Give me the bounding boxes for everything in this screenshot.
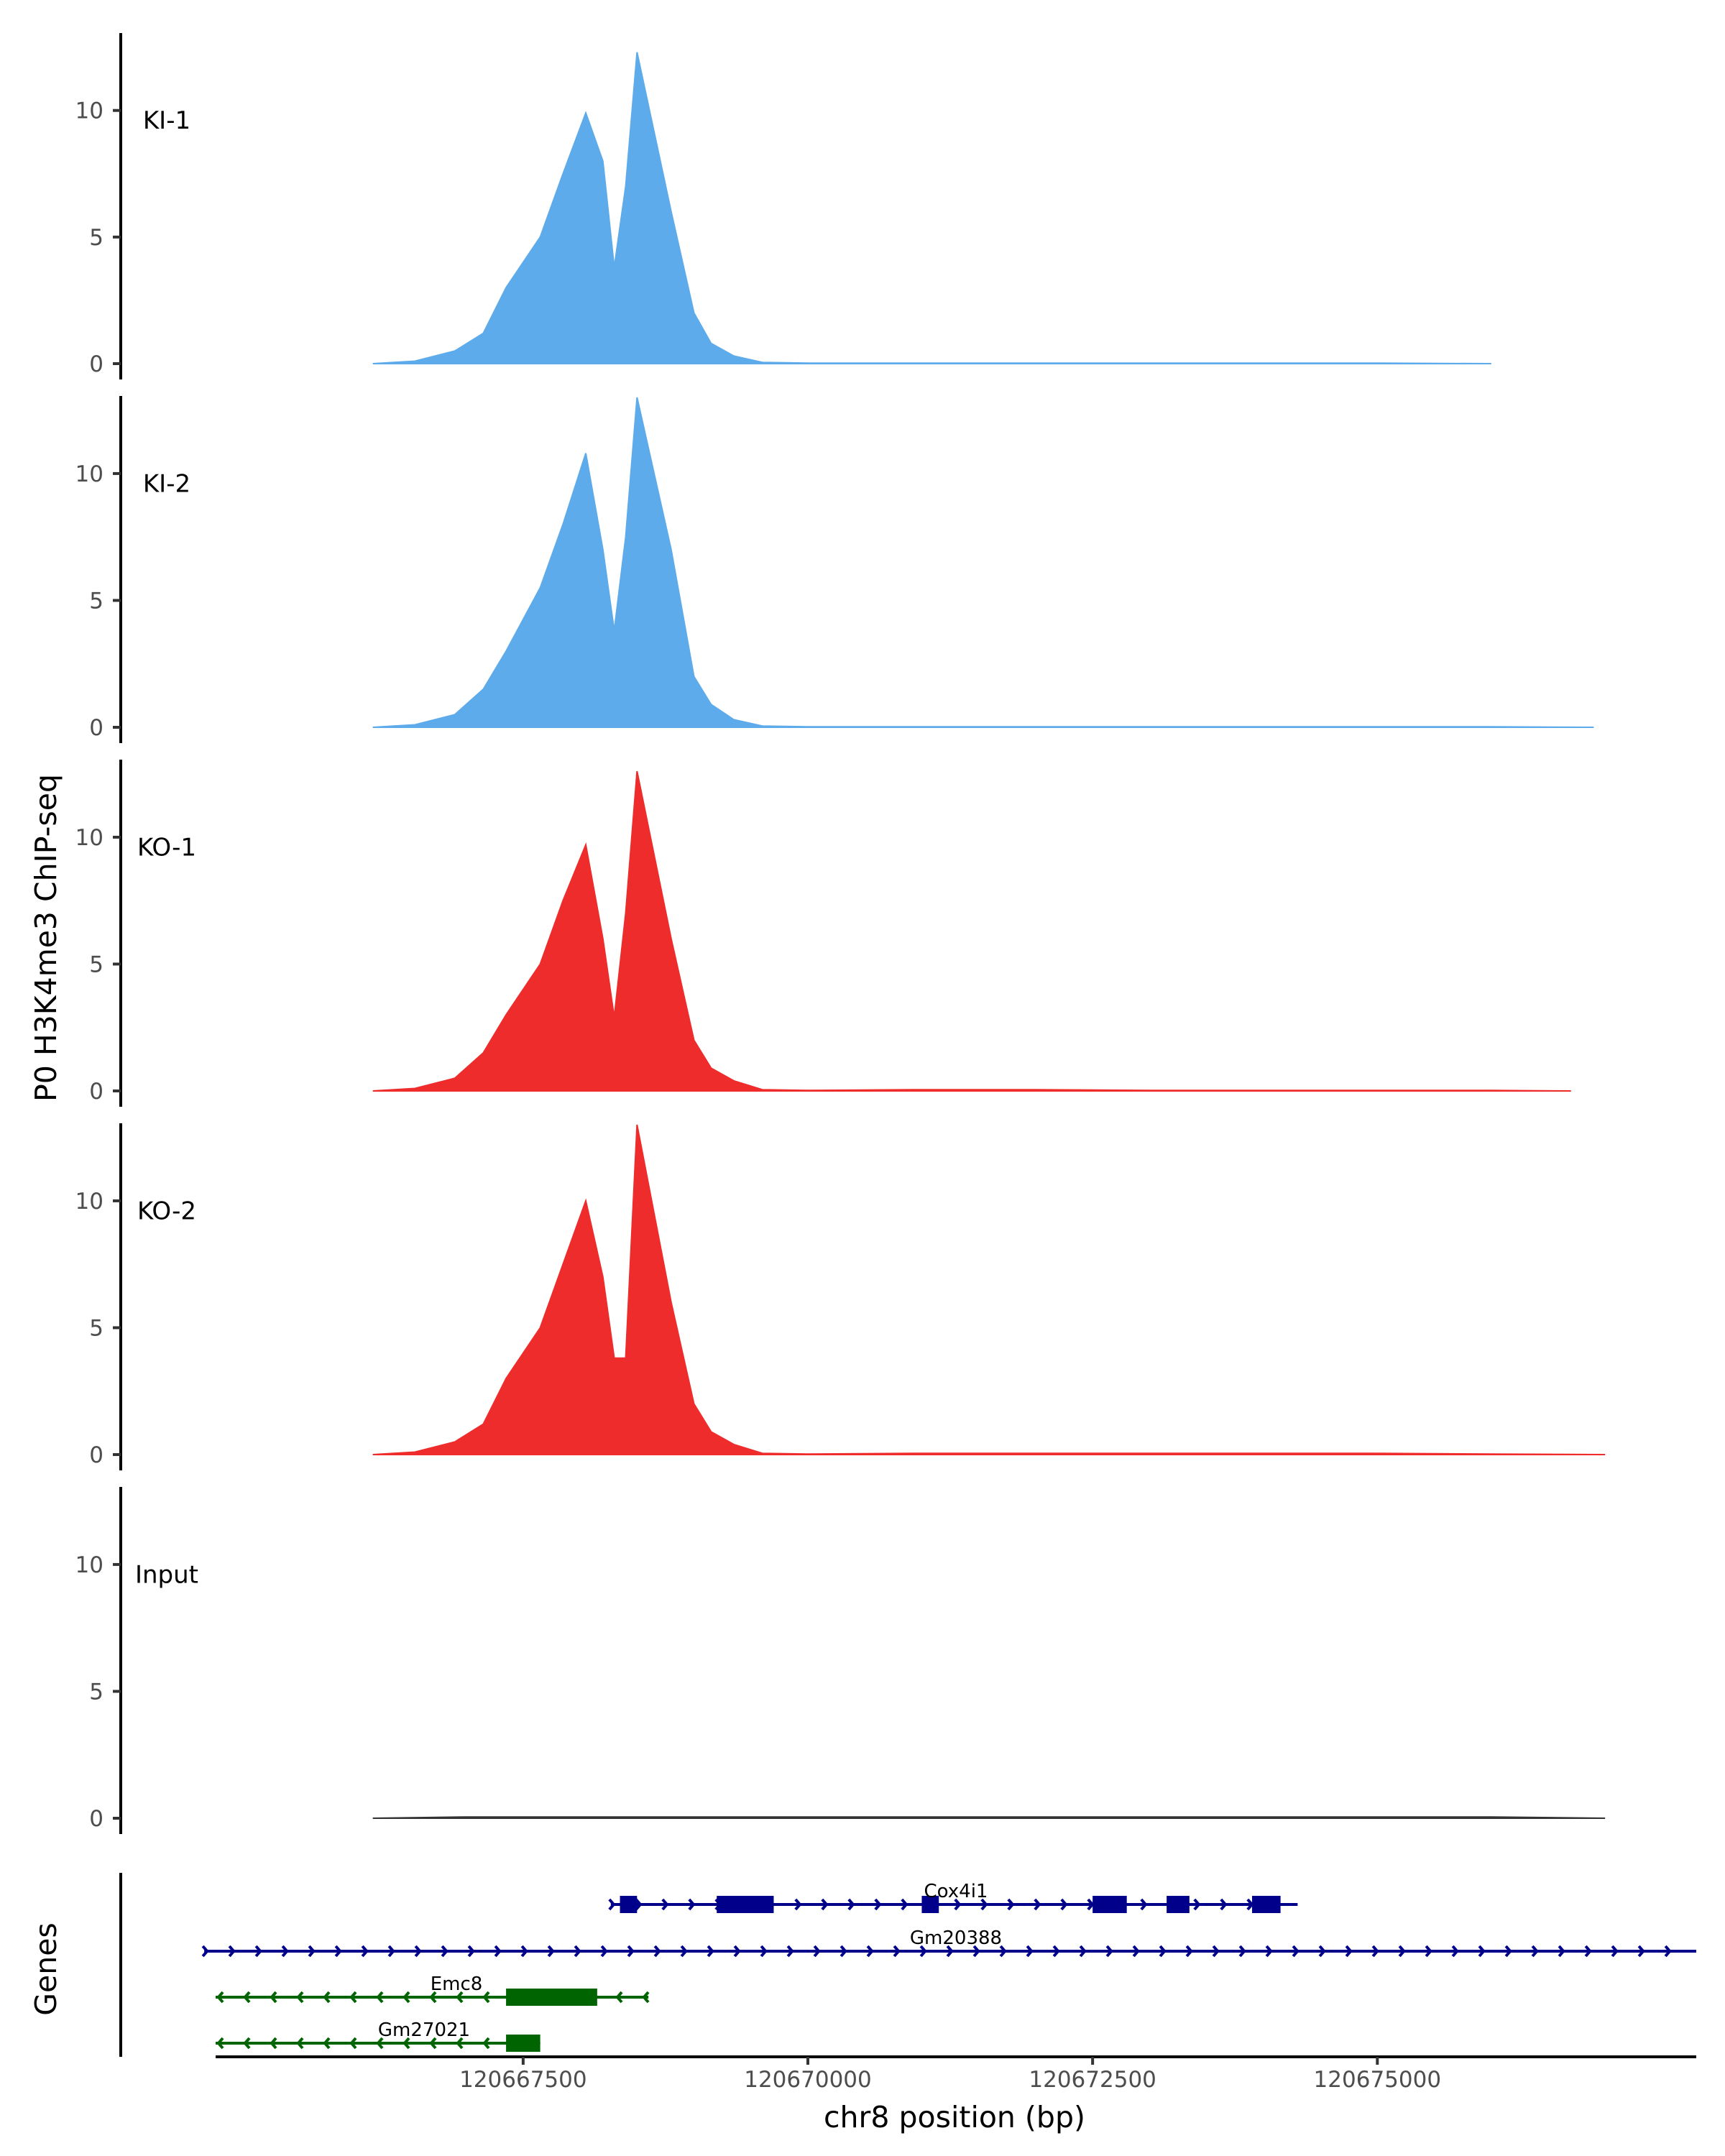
figure: 0 5 10 KI-1 0 5 10 KI-2 0 5 10 KO-1 0 5 10 KO-2 0 5 10 Inpu…: [0, 0, 1725, 2156]
track-input: 0 5 10 Input: [75, 1487, 1606, 1834]
y-tick-label: 0: [89, 715, 104, 741]
y-tick-label: 0: [89, 1079, 104, 1105]
track-ko-2: 0 5 10 KO-2: [75, 1123, 1606, 1470]
coverage-area-ki-2: [373, 397, 1594, 727]
y-axis-title: P0 H3K4me3 ChIP-seq: [29, 774, 63, 1102]
track-ko-1: 0 5 10 KO-1: [75, 760, 1571, 1107]
y-tick-label: 10: [75, 98, 104, 124]
y-tick-label: 5: [89, 1679, 104, 1705]
gene-annotation-panel: Gm20388 Cox4i1 Emc8 Gm27021: [121, 1873, 1696, 2057]
exon-block: [620, 1896, 638, 1913]
y-tick-label: 10: [75, 825, 104, 851]
coverage-area-ko-1: [373, 771, 1571, 1091]
gene-gm27021: Gm27021: [216, 2019, 540, 2052]
exon-block: [1167, 1896, 1190, 1913]
gene-label: Gm20388: [910, 1927, 1002, 1949]
coverage-tracks: 0 5 10 KI-1 0 5 10 KI-2 0 5 10 KO-1 0 5 10 KO-2 0 5 10 Inpu…: [75, 33, 1606, 1834]
exon-block: [506, 1989, 597, 2006]
exon-block: [717, 1896, 773, 1913]
coverage-area-input: [373, 1817, 1606, 1818]
x-tick-label: 120672500: [1029, 2067, 1156, 2093]
gene-label: Cox4i1: [924, 1881, 988, 1902]
track-label: Input: [135, 1560, 198, 1589]
gene-emc8: Emc8: [216, 1973, 648, 2006]
y-tick-label: 10: [75, 461, 104, 487]
y-tick-label: 0: [89, 351, 104, 377]
y-tick-label: 5: [89, 1315, 104, 1341]
x-axis-title: chr8 position (bp): [824, 2100, 1085, 2134]
track-ki-1: 0 5 10 KI-1: [75, 33, 1491, 379]
gene-cox4i1: Cox4i1: [610, 1881, 1298, 1913]
exon-block: [1092, 1896, 1127, 1913]
y-tick-label: 5: [89, 952, 104, 977]
y-tick-label: 10: [75, 1552, 104, 1578]
x-tick-label: 120675000: [1314, 2067, 1442, 2093]
y-tick-label: 0: [89, 1806, 104, 1832]
track-label: KO-1: [137, 833, 196, 862]
exon-block: [1252, 1896, 1281, 1913]
y-tick-label: 10: [75, 1189, 104, 1215]
coverage-area-ko-2: [373, 1125, 1606, 1455]
y-tick-label: 5: [89, 588, 104, 614]
y-tick-label: 5: [89, 225, 104, 251]
exon-block: [506, 2035, 540, 2052]
track-label: KI-1: [143, 106, 190, 135]
gene-label: Gm27021: [378, 2019, 470, 2041]
genes-panel-label: Genes: [29, 1922, 63, 2016]
x-axis: 120667500 120670000 120672500 120675000: [216, 2057, 1696, 2093]
x-tick-label: 120667500: [459, 2067, 587, 2093]
gene-label: Emc8: [431, 1973, 483, 1995]
coverage-area-ki-1: [373, 52, 1491, 364]
track-ki-2: 0 5 10 KI-2: [75, 396, 1594, 743]
track-label: KO-2: [137, 1197, 196, 1225]
gene-gm20388: Gm20388: [203, 1927, 1696, 1956]
x-tick-label: 120670000: [744, 2067, 872, 2093]
y-tick-label: 0: [89, 1442, 104, 1468]
track-label: KI-2: [143, 469, 190, 498]
